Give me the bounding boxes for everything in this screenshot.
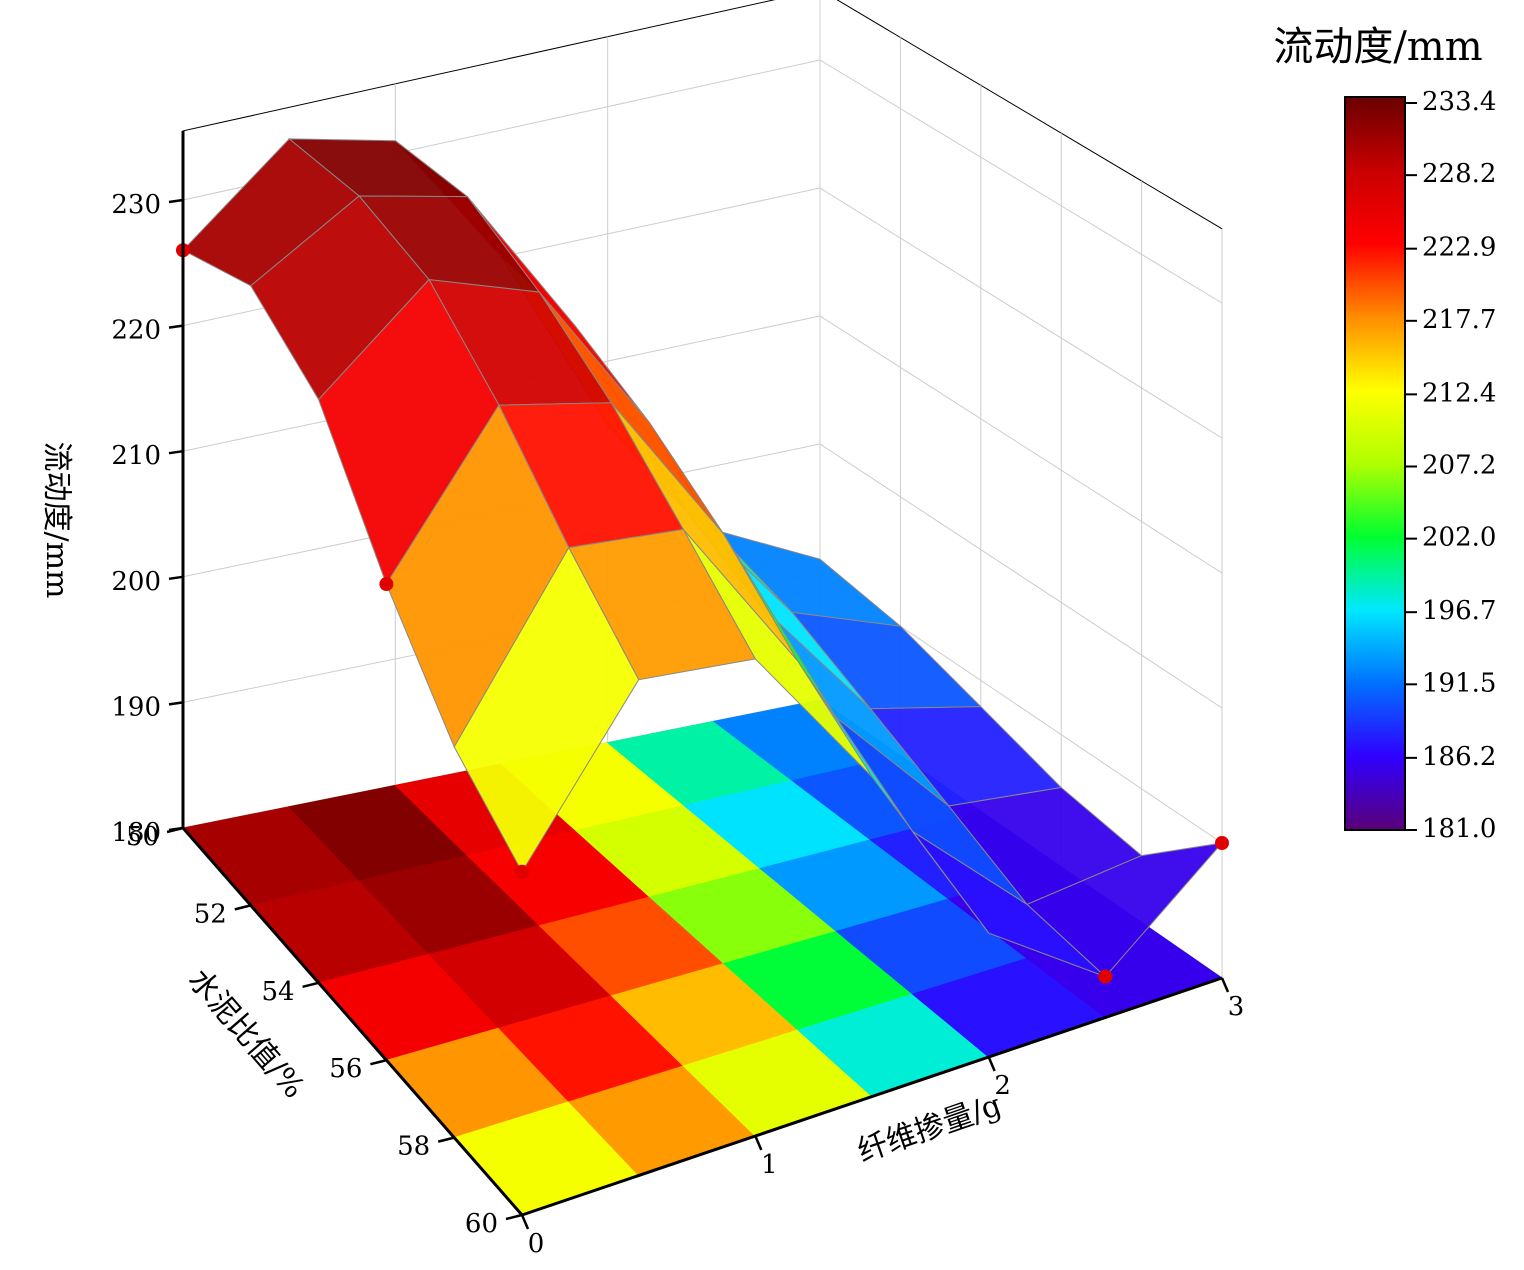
tick-mark xyxy=(987,1056,996,1072)
tick-mark xyxy=(1220,977,1230,993)
tick-mark xyxy=(168,701,184,706)
y-tick-label: 56 xyxy=(329,1054,362,1084)
surface-cell xyxy=(453,546,640,873)
colorbar-tick-label: 196.7 xyxy=(1422,596,1496,626)
tick-mark xyxy=(505,1213,523,1221)
tick-mark xyxy=(302,981,319,989)
x-tick-label: 2 xyxy=(994,1071,1011,1101)
x-axis-label: 纤维掺量/g xyxy=(853,1088,1006,1170)
z-tick-label: 230 xyxy=(111,190,161,220)
data-point xyxy=(515,864,529,879)
y-tick-label: 54 xyxy=(262,977,295,1007)
axis-line xyxy=(521,976,1223,1217)
colorbar xyxy=(1344,96,1406,831)
z-tick-label: 200 xyxy=(111,567,161,597)
axes: 180 190 200 210 220 230 0 1 2 3 50 52 54 56 58 60 xyxy=(111,130,1245,1259)
z-tick-label: 220 xyxy=(111,316,161,346)
colorbar-tick-label: 222.9 xyxy=(1422,233,1496,263)
surface xyxy=(182,138,1224,978)
colorbar-tick-label: 212.4 xyxy=(1422,378,1496,408)
data-point xyxy=(379,577,394,592)
colorbar-title: 流动度/mm xyxy=(1273,24,1482,70)
y-tick-label: 58 xyxy=(397,1132,430,1162)
colorbar-tick-label: 207.2 xyxy=(1422,451,1496,481)
colorbar-tick-label: 181.0 xyxy=(1422,814,1496,844)
tick-mark xyxy=(520,1214,530,1230)
data-point xyxy=(1215,836,1229,850)
tick-mark xyxy=(437,1136,455,1143)
tick-mark xyxy=(166,826,184,834)
colorbar-tick-label: 233.4 xyxy=(1422,87,1496,117)
tick-mark xyxy=(168,324,184,329)
colorbar-tick-label: 228.2 xyxy=(1422,159,1496,189)
z-tick-label: 190 xyxy=(111,692,161,722)
tick-mark xyxy=(370,1058,387,1066)
colorbar-tick-label: 186.2 xyxy=(1422,742,1496,772)
x-tick-label: 0 xyxy=(528,1229,545,1259)
colorbar-tick-label: 217.7 xyxy=(1422,305,1496,335)
tick-mark xyxy=(168,198,184,204)
y-tick-label: 50 xyxy=(126,822,159,852)
data-point xyxy=(1098,969,1113,984)
y-tick-label: 60 xyxy=(465,1209,498,1239)
tick-mark xyxy=(754,1135,763,1151)
tick-mark xyxy=(168,449,184,455)
z-tick-label: 210 xyxy=(111,441,161,471)
axis-line xyxy=(181,827,524,1216)
x-tick-label: 1 xyxy=(761,1150,778,1180)
z-axis-label: 流动度/mm xyxy=(39,441,74,598)
z-tick-label: 180 xyxy=(111,818,161,848)
y-tick-label: 52 xyxy=(194,899,227,929)
colorbar-tick-label: 202.0 xyxy=(1422,523,1496,553)
tick-mark xyxy=(168,575,184,581)
colorbar-tick-label: 191.5 xyxy=(1422,668,1496,698)
tick-mark xyxy=(234,904,252,911)
x-tick-label: 3 xyxy=(1228,992,1245,1022)
